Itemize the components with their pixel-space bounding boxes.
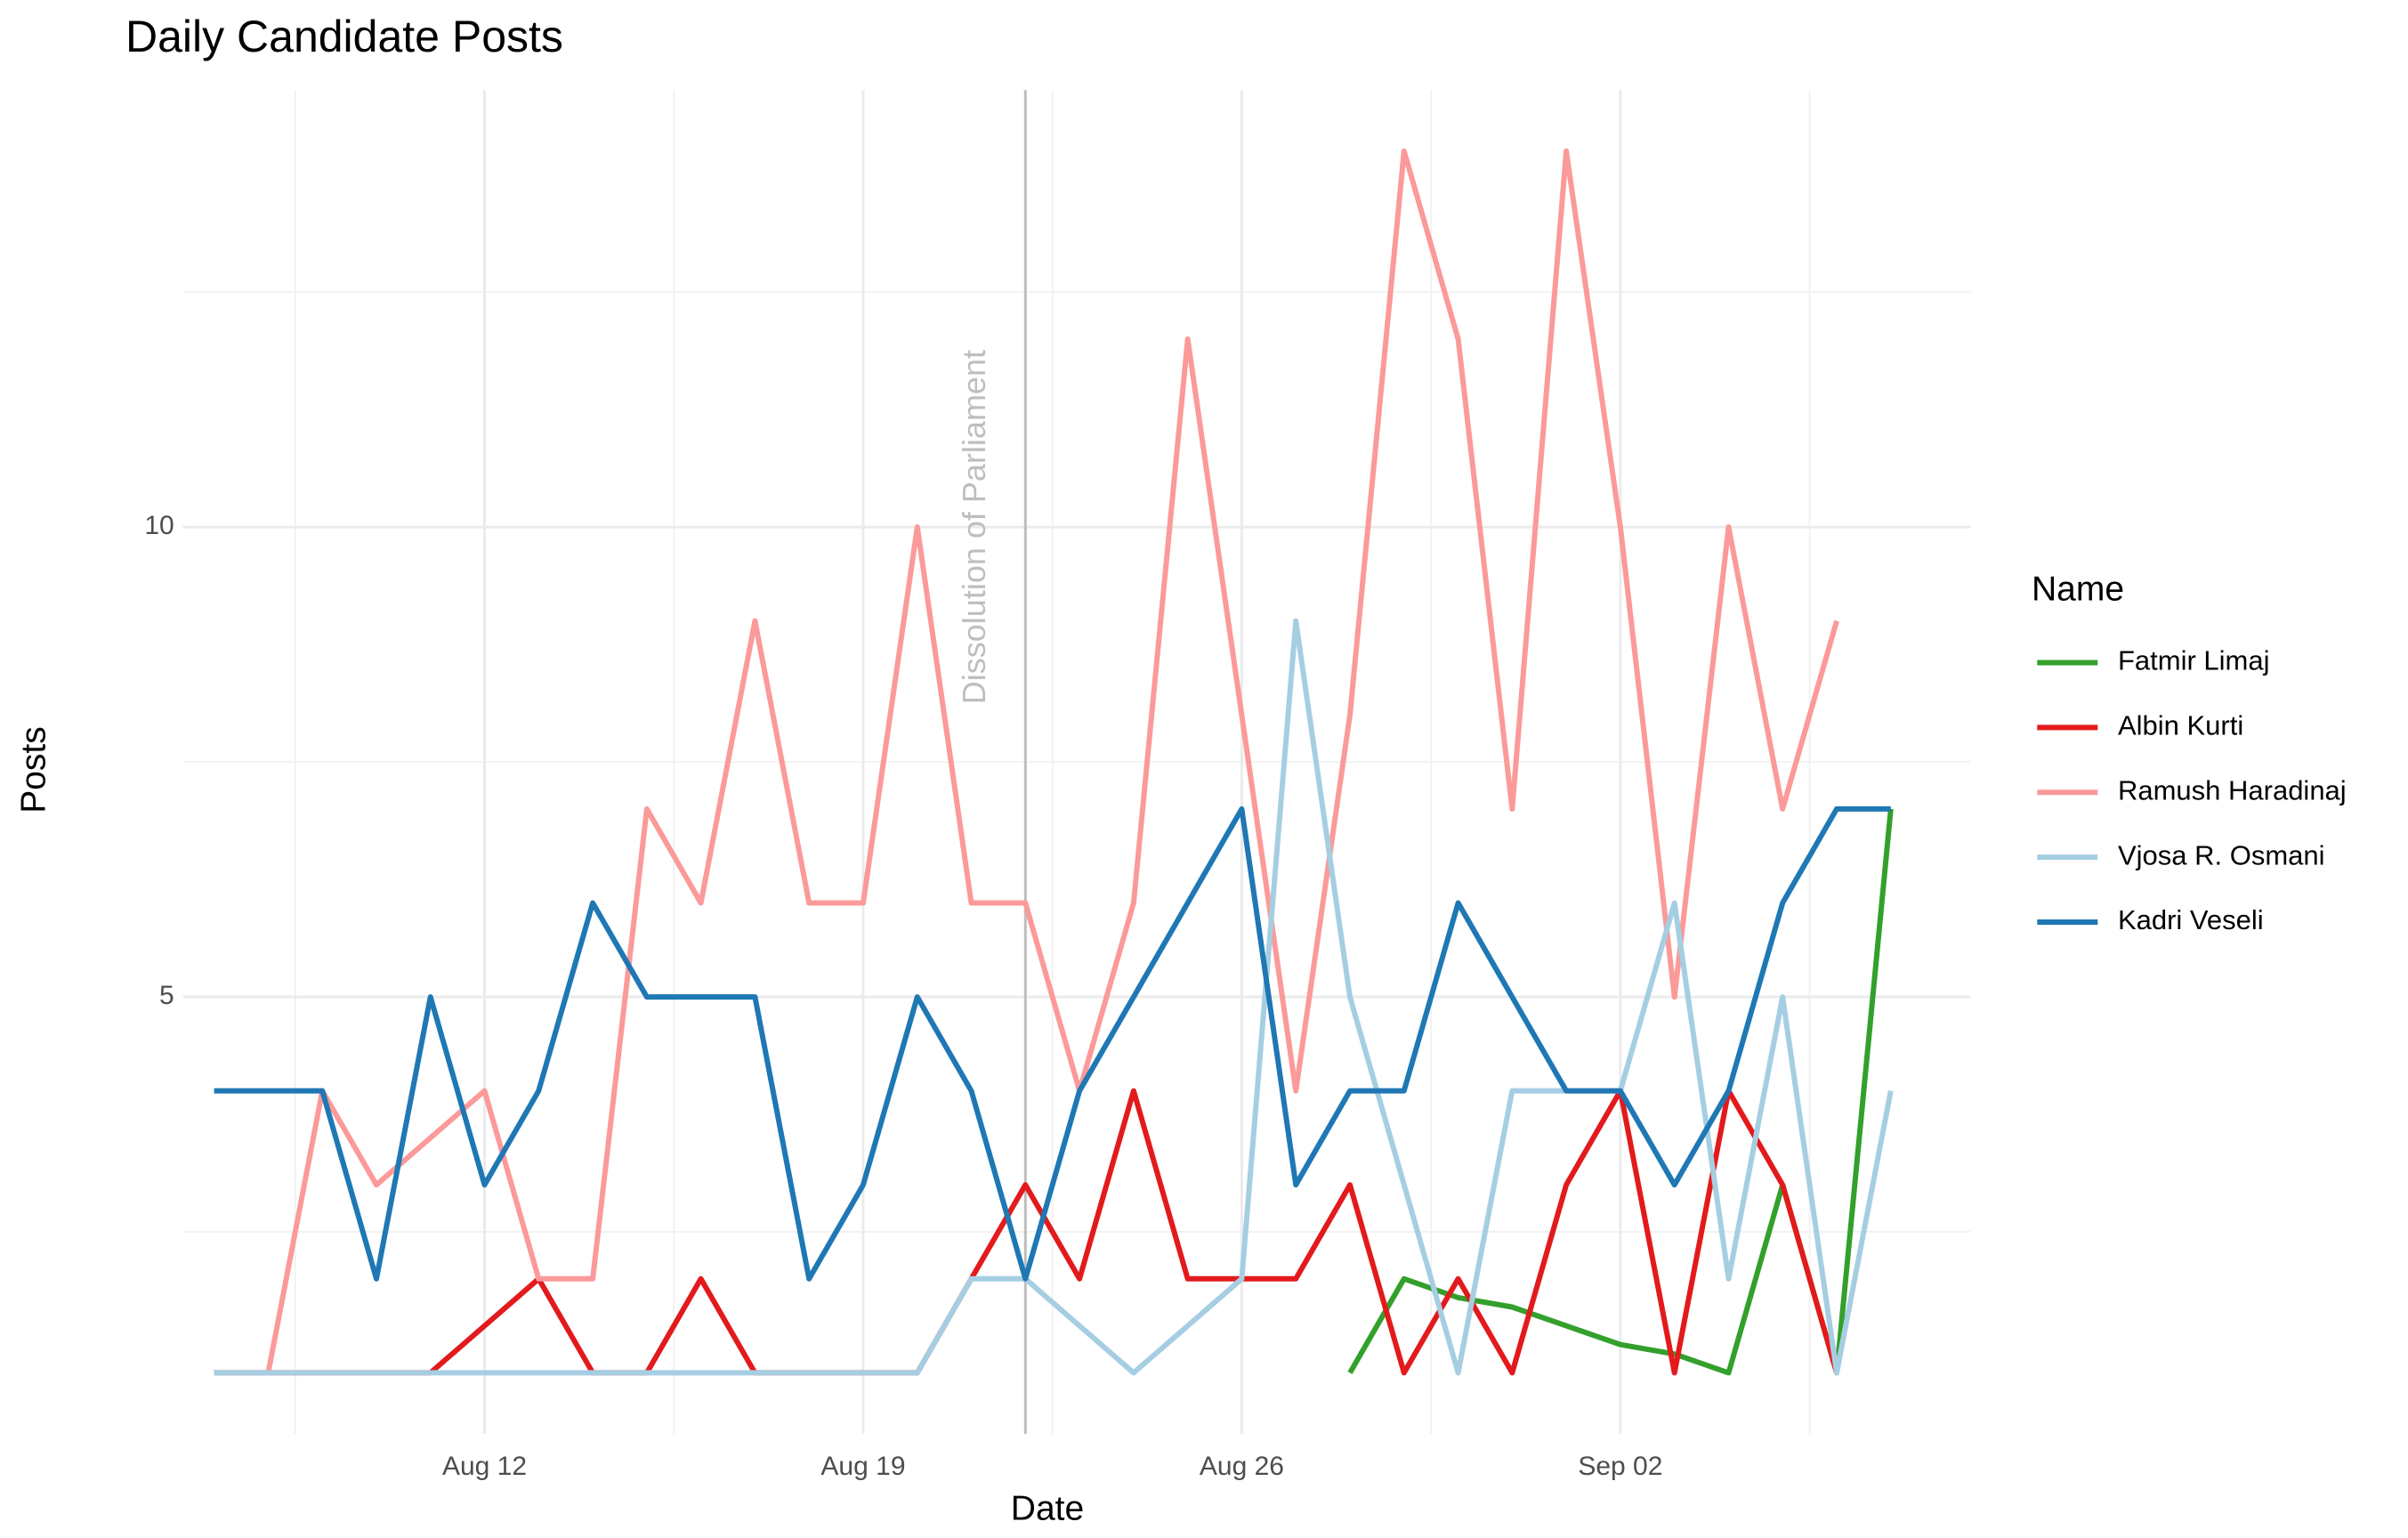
- legend-title: Name: [2032, 570, 2124, 608]
- y-tick-label: 10: [144, 511, 174, 540]
- series-line: [214, 148, 1839, 1376]
- annotation: Dissolution of Parliament: [956, 350, 992, 704]
- series-line: [214, 1088, 1839, 1376]
- x-tick-label: Aug 26: [1200, 1452, 1284, 1481]
- y-tick-label: 5: [159, 981, 174, 1010]
- legend-label: Fatmir Limaj: [2118, 645, 2270, 676]
- series-line: [214, 805, 1891, 1282]
- chart-title: Daily Candidate Posts: [125, 12, 563, 61]
- legend-label: Kadri Veseli: [2118, 904, 2264, 935]
- x-axis-title: Date: [1011, 1489, 1084, 1527]
- legend-label: Vjosa R. Osmani: [2118, 839, 2325, 870]
- legend-label: Albin Kurti: [2118, 710, 2243, 741]
- x-tick-label: Aug 19: [820, 1452, 905, 1481]
- y-axis-title: Posts: [14, 726, 53, 814]
- legend-label: Ramush Haradinaj: [2118, 774, 2347, 805]
- x-tick-label: Aug 12: [442, 1452, 527, 1481]
- x-tick-label: Sep 02: [1578, 1452, 1662, 1481]
